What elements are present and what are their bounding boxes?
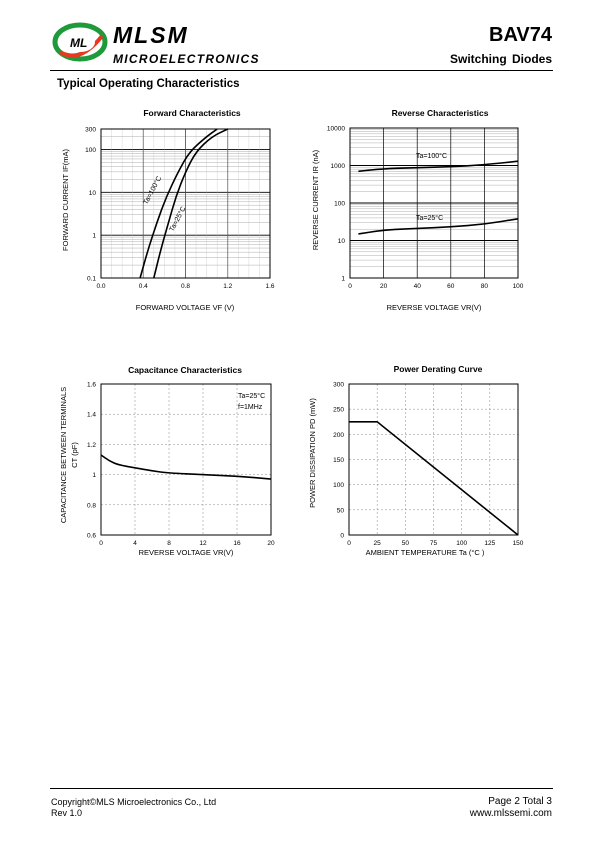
- y-tick-label: 100: [333, 482, 344, 489]
- x-tick-label: 1.6: [265, 283, 274, 290]
- footer-website: www.mlssemi.com: [469, 808, 552, 819]
- x-tick-label: 16: [233, 540, 241, 547]
- y-tick-label: 1: [92, 472, 96, 479]
- y-tick-label: 150: [333, 457, 344, 464]
- x-tick-label: 100: [513, 283, 524, 290]
- reverse-chart: Reverse Characteristics 0 20 40 60 80 100 1 10 1…: [311, 108, 524, 312]
- y-tick-label: 1.4: [87, 412, 96, 419]
- series-line-1: [153, 128, 229, 279]
- series-line-0: [139, 128, 218, 279]
- capacitance-plot-area: 0 4 8 12 16 20 0.6 0.8 1 1.2 1.4 1.6: [87, 382, 275, 548]
- y-tick-label: 300: [333, 382, 344, 389]
- y-tick-label: 10: [338, 238, 346, 245]
- forward-plot-area: 0.0 0.4 0.8 1.2 1.6 0.1 1 10 100 300: [85, 127, 275, 291]
- footer-page-number: Page 2 Total 3: [488, 796, 552, 807]
- plot-frame: [100, 128, 271, 279]
- capacitance-y-label: CAPACITANCE BETWEEN TERMINALS: [59, 387, 68, 523]
- x-tick-label: 100: [456, 540, 467, 547]
- power-plot-area: 0 25 50 75 100 125 150 0 50 100 150 200 250 300: [333, 382, 524, 548]
- capacitance-y-unit-label: CT (pF): [70, 442, 79, 468]
- y-tick-label: 250: [333, 407, 344, 414]
- y-tick-label: 1.6: [87, 382, 96, 389]
- x-tick-label: 0: [99, 540, 103, 547]
- series-line-0: [100, 454, 272, 480]
- x-tick-label: 0.4: [139, 283, 148, 290]
- forward-chart: Forward Characteristics 0.0 0.4 0.8 1.2 1.60…: [61, 108, 275, 312]
- series-line-1: [358, 218, 519, 235]
- x-tick-label: 0: [348, 283, 352, 290]
- y-tick-label: 1000: [331, 163, 346, 170]
- power-derating-chart: Power Derating Curve 0 25 50 75 100 125 150 0 50…: [308, 364, 524, 557]
- x-tick-label: 20: [380, 283, 388, 290]
- brand-subtitle: MICROELECTRONICS: [113, 52, 260, 66]
- x-tick-label: 0.0: [96, 283, 105, 290]
- y-tick-label: 1.2: [87, 442, 96, 449]
- y-tick-label: 10000: [327, 126, 345, 133]
- power-x-label: AMBIENT TEMPERATURE Ta (°C ): [366, 548, 485, 557]
- x-tick-label: 1.2: [223, 283, 232, 290]
- reverse-series-label-100c: Ta=100°C: [416, 152, 447, 160]
- y-tick-label: 1: [341, 276, 345, 283]
- logo-letters: ML: [70, 36, 87, 50]
- x-tick-label: 12: [199, 540, 207, 547]
- plot-frame: [100, 383, 272, 536]
- footer-copyright: Copyright©MLS Microelectronics Co., Ltd: [51, 797, 217, 807]
- footer-revision: Rev 1.0: [51, 808, 83, 818]
- x-tick-label: 125: [484, 540, 495, 547]
- y-tick-label: 50: [337, 507, 345, 514]
- y-tick-label: 300: [85, 127, 96, 134]
- reverse-x-label: REVERSE VOLTAGE VR(V): [387, 303, 482, 312]
- reverse-series-label-25c: Ta=25°C: [416, 214, 443, 222]
- reverse-chart-title: Reverse Characteristics: [392, 108, 489, 118]
- series-line-0: [349, 421, 519, 536]
- y-tick-label: 200: [333, 432, 344, 439]
- forward-x-label: FORWARD VOLTAGE VF (V): [136, 303, 235, 312]
- y-tick-label: 0: [340, 533, 344, 540]
- x-tick-label: 20: [267, 540, 275, 547]
- capacitance-annotation-temp: Ta=25°C: [238, 392, 265, 400]
- x-tick-label: 75: [430, 540, 438, 547]
- x-tick-label: 50: [402, 540, 410, 547]
- power-y-label: POWER DISSIPATION PD (mW): [308, 398, 317, 508]
- x-tick-label: 4: [133, 540, 137, 547]
- y-tick-label: 0.6: [87, 533, 96, 540]
- x-tick-label: 25: [374, 540, 382, 547]
- section-title: Typical Operating Characteristics: [57, 78, 240, 90]
- footer-divider: [50, 788, 553, 789]
- capacitance-x-label: REVERSE VOLTAGE VR(V): [139, 548, 234, 557]
- x-tick-label: 40: [414, 283, 422, 290]
- x-tick-label: 60: [447, 283, 455, 290]
- y-tick-label: 1: [92, 233, 96, 240]
- y-tick-label: 100: [85, 147, 96, 154]
- plot-frame: [349, 127, 519, 279]
- company-logo: ML: [52, 22, 108, 62]
- series-line-0: [358, 160, 519, 173]
- part-number: BAV74: [489, 24, 552, 46]
- document-subtitle: Switching Diodes: [449, 52, 552, 66]
- capacitance-annotation-freq: f=1MHz: [238, 404, 263, 411]
- x-tick-label: 80: [481, 283, 489, 290]
- x-tick-label: 8: [167, 540, 171, 547]
- y-tick-label: 10: [89, 190, 97, 197]
- header-divider: [50, 70, 553, 71]
- x-tick-label: 150: [513, 540, 524, 547]
- forward-chart-title: Forward Characteristics: [143, 108, 241, 118]
- plot-frame: [348, 383, 519, 536]
- y-tick-label: 0.8: [87, 502, 96, 509]
- x-tick-label: 0: [347, 540, 351, 547]
- x-tick-label: 0.8: [181, 283, 190, 290]
- brand-name: MLSM: [113, 22, 189, 48]
- y-tick-label: 0.1: [87, 276, 96, 283]
- forward-y-label: FORWARD CURRENT IF(mA): [61, 149, 70, 251]
- power-chart-title: Power Derating Curve: [394, 364, 483, 374]
- reverse-y-label: REVERSE CURRENT IR (nA): [311, 149, 320, 250]
- y-tick-label: 100: [334, 201, 345, 208]
- capacitance-chart-title: Capacitance Characteristics: [128, 365, 242, 375]
- capacitance-chart: Capacitance Characteristics 0 4 8 12 16 20 0.6…: [59, 365, 275, 557]
- reverse-plot-area: 0 20 40 60 80 100 1 10 100 1000 10000: [327, 126, 524, 291]
